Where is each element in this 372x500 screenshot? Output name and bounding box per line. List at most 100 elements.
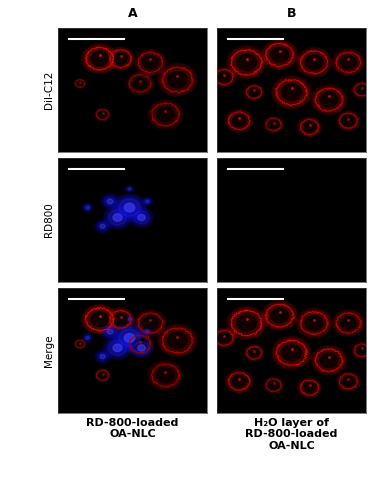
Circle shape (118, 198, 142, 218)
Circle shape (274, 78, 309, 107)
Circle shape (227, 46, 266, 78)
Circle shape (274, 338, 309, 368)
Circle shape (115, 326, 144, 350)
Circle shape (128, 188, 131, 190)
Circle shape (107, 339, 128, 356)
Circle shape (104, 337, 131, 359)
Circle shape (237, 54, 256, 70)
Circle shape (227, 307, 266, 339)
Circle shape (85, 46, 114, 70)
Circle shape (104, 206, 131, 229)
Circle shape (237, 315, 256, 331)
Circle shape (138, 214, 145, 220)
Circle shape (104, 326, 116, 336)
Circle shape (107, 209, 128, 226)
Circle shape (226, 306, 267, 340)
Circle shape (230, 309, 263, 337)
Circle shape (103, 336, 132, 359)
Circle shape (144, 198, 151, 204)
Circle shape (273, 338, 310, 368)
Circle shape (271, 48, 288, 62)
Circle shape (226, 46, 267, 79)
Text: Merge: Merge (44, 334, 54, 366)
Circle shape (100, 354, 105, 358)
Circle shape (218, 333, 230, 342)
Circle shape (84, 46, 115, 72)
Circle shape (231, 49, 263, 76)
Circle shape (116, 197, 142, 218)
Circle shape (109, 210, 126, 225)
Circle shape (118, 328, 142, 348)
Circle shape (134, 342, 149, 354)
Circle shape (108, 210, 127, 226)
Circle shape (134, 212, 149, 224)
Circle shape (228, 308, 265, 338)
Circle shape (114, 325, 145, 351)
Circle shape (144, 328, 151, 335)
Circle shape (271, 308, 288, 323)
Circle shape (103, 206, 132, 230)
Circle shape (276, 79, 307, 106)
Circle shape (99, 372, 106, 378)
Circle shape (108, 340, 127, 356)
Circle shape (107, 199, 113, 204)
Circle shape (282, 84, 301, 100)
Circle shape (99, 112, 106, 118)
Circle shape (116, 196, 143, 219)
Circle shape (128, 318, 131, 320)
Circle shape (113, 344, 122, 352)
Circle shape (282, 344, 301, 361)
Circle shape (77, 81, 83, 86)
Circle shape (228, 47, 265, 78)
Circle shape (81, 44, 118, 74)
Circle shape (304, 122, 315, 132)
Circle shape (105, 338, 130, 358)
Circle shape (112, 194, 147, 222)
Circle shape (118, 328, 141, 347)
Text: Dil-C12: Dil-C12 (44, 70, 54, 109)
Circle shape (126, 186, 132, 192)
Circle shape (116, 326, 143, 349)
Circle shape (84, 46, 115, 71)
Circle shape (113, 324, 146, 351)
Text: RD-800-loaded
OA-NLC: RD-800-loaded OA-NLC (86, 418, 179, 439)
Circle shape (269, 381, 279, 389)
Circle shape (320, 92, 338, 107)
Circle shape (113, 194, 146, 221)
Circle shape (357, 86, 367, 94)
Circle shape (124, 203, 135, 212)
Circle shape (114, 314, 127, 325)
Circle shape (114, 194, 145, 220)
Circle shape (168, 332, 187, 348)
Circle shape (273, 76, 310, 108)
Circle shape (86, 206, 90, 209)
Circle shape (275, 339, 308, 366)
Circle shape (100, 224, 105, 228)
Circle shape (97, 222, 108, 230)
Circle shape (157, 108, 174, 122)
Circle shape (272, 336, 311, 369)
Circle shape (119, 329, 140, 346)
Circle shape (305, 55, 323, 70)
Circle shape (77, 342, 83, 346)
Circle shape (249, 349, 259, 357)
Circle shape (138, 344, 145, 351)
Circle shape (143, 56, 158, 69)
Text: H₂O layer of
RD-800-loaded
OA-NLC: H₂O layer of RD-800-loaded OA-NLC (246, 418, 338, 450)
Circle shape (230, 48, 263, 76)
Circle shape (168, 72, 187, 88)
Circle shape (275, 78, 308, 106)
Circle shape (133, 78, 147, 89)
Circle shape (86, 336, 90, 340)
Circle shape (124, 334, 135, 342)
Circle shape (84, 306, 115, 332)
Circle shape (84, 306, 115, 332)
Circle shape (119, 199, 140, 216)
Circle shape (83, 306, 116, 333)
Circle shape (97, 352, 108, 361)
Circle shape (104, 196, 116, 206)
Circle shape (304, 383, 315, 392)
Text: RD800: RD800 (44, 202, 54, 237)
Circle shape (105, 207, 130, 228)
Circle shape (82, 304, 117, 334)
